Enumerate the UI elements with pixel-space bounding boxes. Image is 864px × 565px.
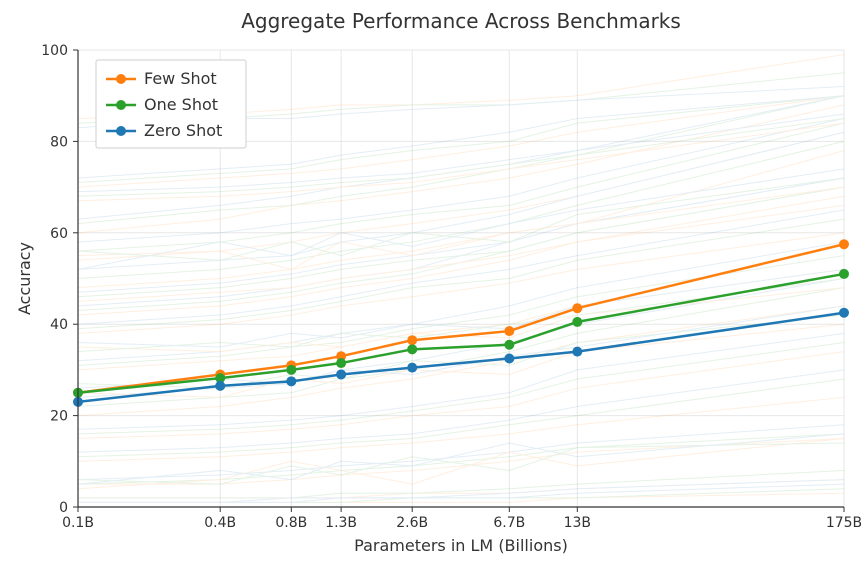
series-marker — [839, 239, 849, 249]
legend-marker — [116, 126, 126, 136]
legend-marker — [116, 74, 126, 84]
legend-label: Zero Shot — [144, 121, 222, 140]
series-marker — [572, 347, 582, 357]
y-tick-label: 40 — [50, 317, 68, 333]
y-axis-title: Accuracy — [15, 242, 34, 315]
series-marker — [286, 376, 296, 386]
series-marker — [407, 344, 417, 354]
series-marker — [504, 353, 514, 363]
x-tick-label: 0.8B — [275, 515, 307, 531]
legend-marker — [116, 100, 126, 110]
x-tick-label: 175B — [826, 515, 862, 531]
y-tick-label: 0 — [59, 500, 68, 516]
series-marker — [839, 269, 849, 279]
x-tick-label: 6.7B — [493, 515, 525, 531]
series-marker — [286, 365, 296, 375]
legend-label: Few Shot — [144, 69, 217, 88]
series-marker — [215, 381, 225, 391]
y-tick-label: 80 — [50, 134, 68, 150]
series-marker — [336, 358, 346, 368]
series-marker — [504, 340, 514, 350]
y-tick-label: 60 — [50, 226, 68, 242]
series-marker — [336, 369, 346, 379]
x-tick-label: 2.6B — [396, 515, 428, 531]
series-marker — [407, 335, 417, 345]
x-tick-label: 1.3B — [325, 515, 357, 531]
chart-title: Aggregate Performance Across Benchmarks — [241, 9, 681, 33]
x-tick-label: 0.1B — [62, 515, 94, 531]
series-marker — [504, 326, 514, 336]
x-tick-label: 13B — [564, 515, 591, 531]
series-marker — [572, 317, 582, 327]
legend: Few Shot One Shot Zero Shot — [96, 60, 246, 148]
series-marker — [572, 303, 582, 313]
x-tick-label: 0.4B — [204, 515, 236, 531]
series-marker — [407, 363, 417, 373]
y-tick-label: 100 — [41, 43, 68, 59]
x-axis-title: Parameters in LM (Billions) — [354, 536, 568, 555]
x-axis: 0.1B 0.4B 0.8B 1.3B 2.6B 6.7B 13B 175B — [62, 507, 862, 531]
y-tick-label: 20 — [50, 409, 68, 425]
legend-label: One Shot — [144, 95, 218, 114]
chart-container: 0.1B 0.4B 0.8B 1.3B 2.6B 6.7B 13B 175B 0 20 40 60 80… — [0, 0, 864, 565]
y-axis: 0 20 40 60 80 100 — [41, 43, 78, 516]
series-marker — [839, 308, 849, 318]
